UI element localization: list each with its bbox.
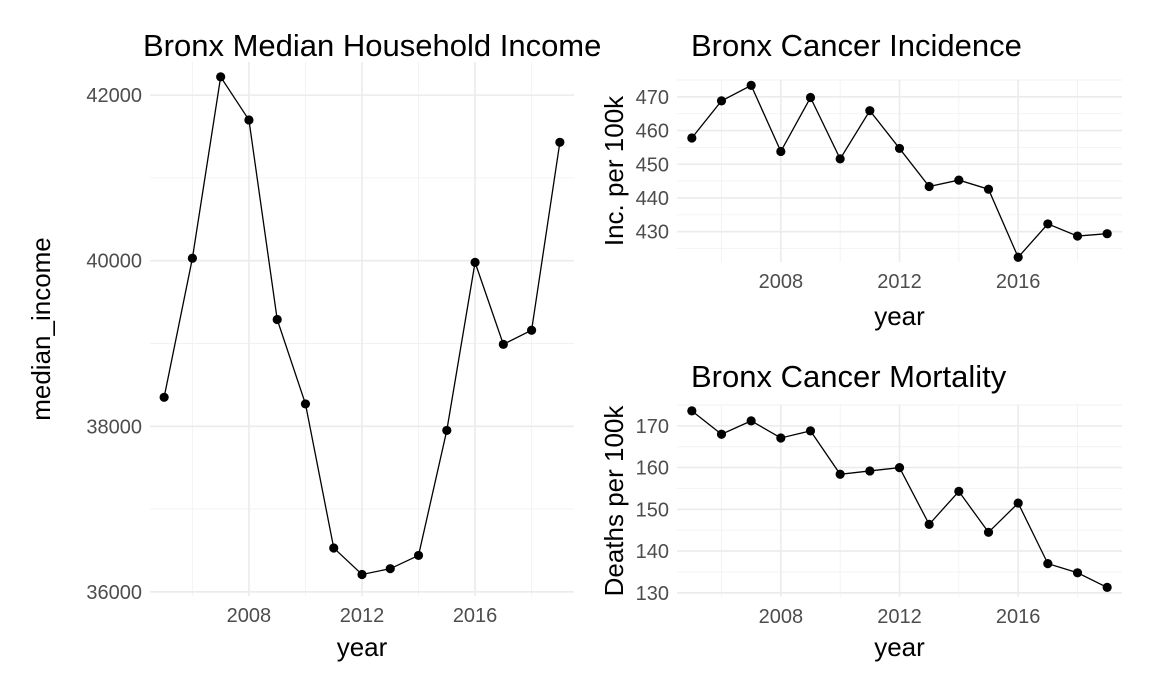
data-point-2013: [385, 564, 395, 574]
chart-title: Bronx Median Household Income: [143, 28, 601, 63]
chart-title: Bronx Cancer Incidence: [691, 28, 1022, 63]
data-point-2005: [687, 406, 697, 416]
y-axis-title: Deaths per 100k: [599, 405, 629, 597]
y-tick-label: 470: [636, 87, 669, 109]
data-point-2017: [1043, 219, 1053, 229]
data-point-2009: [805, 92, 816, 103]
data-point-2016: [1013, 252, 1023, 262]
y-tick-label: 170: [636, 416, 669, 438]
data-point-2009: [272, 314, 282, 325]
data-point-2006: [716, 429, 727, 439]
data-point-2011: [329, 543, 339, 553]
data-point-2013: [924, 181, 934, 192]
data-point-2005: [159, 392, 169, 402]
x-tick-label: 2012: [877, 606, 922, 628]
data-point-2014: [954, 175, 964, 185]
data-point-2014: [954, 486, 964, 496]
y-tick-label: 40000: [86, 251, 142, 273]
data-point-2019: [1102, 582, 1112, 593]
data-point-2016: [1013, 498, 1023, 508]
data-point-2014: [413, 550, 424, 561]
y-tick-label: 160: [636, 458, 669, 480]
y-axis-title: median_income: [26, 237, 56, 421]
data-point-2006: [716, 96, 727, 106]
data-point-2013: [924, 519, 934, 529]
x-tick-label: 2008: [227, 605, 272, 627]
y-tick-label: 36000: [86, 582, 142, 604]
grid: [677, 404, 1122, 597]
data-point-2016: [470, 257, 480, 267]
data-point-2019: [1102, 229, 1112, 239]
data-point-2005: [687, 133, 697, 143]
chart-panel-3: 2008 2012 2016 130 140 150 160 170 Bronx Cancer …: [599, 359, 1122, 662]
data-point-2011: [865, 106, 875, 116]
data-point-2007: [216, 72, 226, 82]
x-tick-label: 2008: [759, 271, 804, 293]
x-tick-label: 2016: [453, 605, 498, 627]
grid: [150, 62, 574, 596]
data-point-2018: [527, 325, 537, 335]
x-tick-label: 2008: [759, 606, 804, 628]
y-tick-label: 450: [636, 154, 669, 176]
data-point-2009: [805, 426, 816, 436]
y-tick-label: 130: [636, 583, 669, 605]
data-point-2008: [244, 115, 254, 125]
data-point-2017: [1043, 559, 1053, 569]
y-tick-label: 440: [636, 188, 669, 210]
x-axis-title: year: [874, 301, 925, 331]
data-point-2007: [746, 80, 756, 90]
y-tick-label: 460: [636, 121, 669, 143]
data-point-2012: [357, 569, 367, 580]
y-tick-label: 42000: [86, 85, 142, 107]
x-tick-label: 2016: [996, 271, 1041, 293]
y-tick-label: 140: [636, 541, 669, 563]
data-point-2015: [442, 425, 452, 436]
data-point-2012: [894, 143, 905, 154]
y-tick-label: 430: [636, 222, 669, 244]
data-point-2011: [865, 466, 875, 476]
data-point-2015: [983, 527, 994, 537]
x-axis-title: year: [337, 632, 388, 662]
data-point-2008: [776, 433, 786, 443]
x-axis-title: year: [874, 632, 925, 662]
data-point-2010: [835, 154, 845, 164]
data-point-2015: [983, 184, 994, 194]
x-tick-label: 2012: [877, 271, 922, 293]
x-tick-label: 2016: [996, 606, 1041, 628]
data-point-2010: [835, 469, 845, 479]
data-point-2008: [776, 146, 786, 157]
data-point-2012: [894, 463, 905, 473]
chart-title: Bronx Cancer Mortality: [691, 359, 1007, 394]
data-point-2019: [555, 137, 565, 147]
data-point-2010: [300, 399, 311, 409]
grid: [677, 79, 1122, 262]
x-tick-label: 2012: [340, 605, 385, 627]
y-tick-label: 150: [636, 499, 669, 521]
data-point-2007: [746, 416, 756, 426]
y-axis-title: Inc. per 100k: [599, 95, 629, 246]
data-point-2017: [498, 339, 508, 349]
data-point-2018: [1072, 568, 1083, 578]
data-point-2018: [1072, 231, 1083, 241]
data-point-2006: [187, 253, 197, 263]
chart-panel-2: 2008 2012 2016 430 440 450 460 470 Bronx Cancer …: [599, 28, 1122, 331]
y-tick-label: 38000: [86, 416, 142, 438]
